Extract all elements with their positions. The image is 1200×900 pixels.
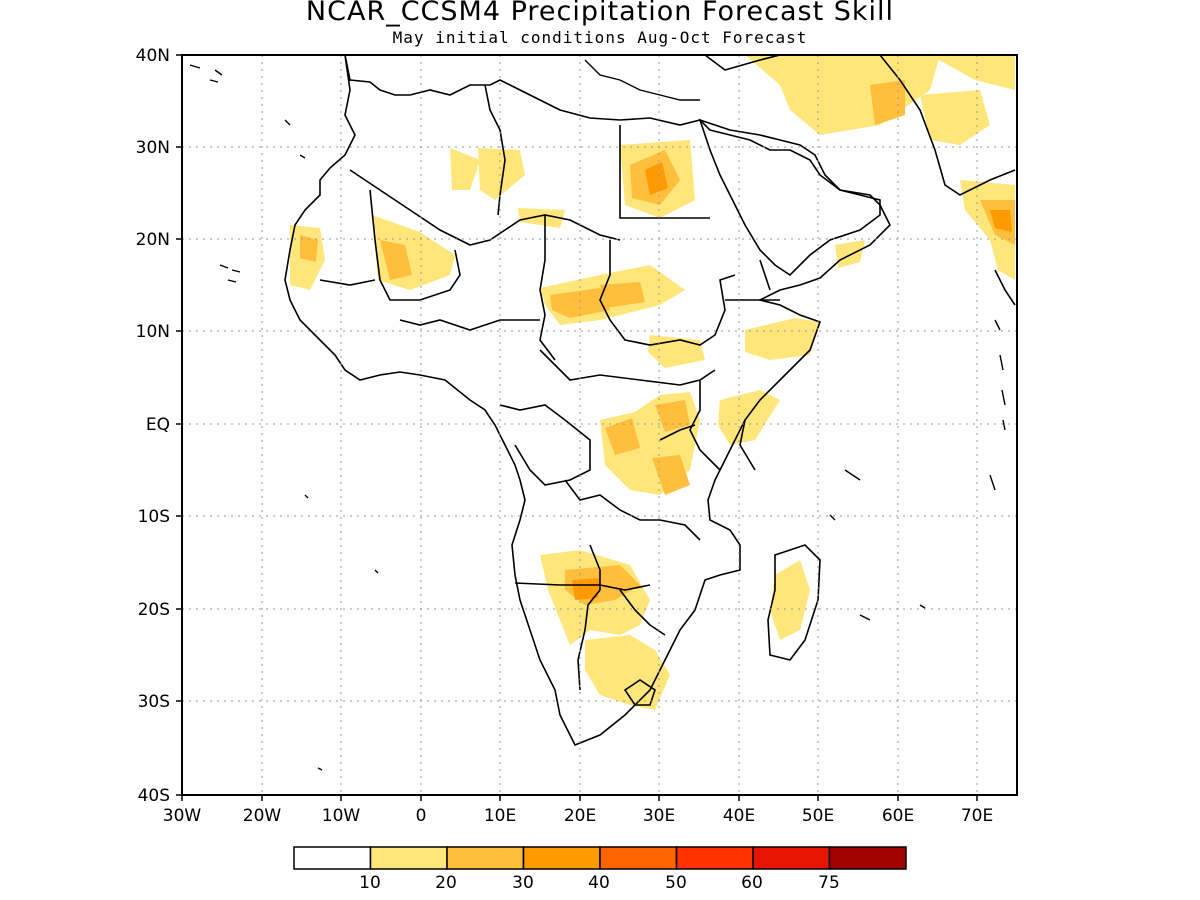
- tick-marks: [176, 54, 978, 801]
- skill-region: [745, 318, 820, 360]
- lat-tick-labels: 40N 30N 20N 10N EQ 10S 20S 30S 40S: [136, 46, 170, 806]
- lon-label: 10W: [322, 806, 361, 826]
- skill-region: [870, 80, 905, 125]
- colorbar: [293, 846, 907, 870]
- skill-region: [835, 240, 865, 268]
- lon-label: 30E: [643, 806, 675, 826]
- skill-region: [770, 560, 810, 640]
- skill-region: [652, 455, 690, 495]
- lat-label: 30S: [138, 692, 170, 712]
- skill-region: [645, 162, 668, 195]
- skill-region: [518, 208, 565, 228]
- lat-label: 20N: [136, 230, 170, 250]
- lon-label: 60E: [882, 806, 914, 826]
- lon-label: 20W: [243, 806, 282, 826]
- lon-label: 10E: [484, 806, 516, 826]
- skill-region: [655, 400, 690, 432]
- colorbar-label: 10: [359, 873, 381, 893]
- skill-shading: [290, 55, 1015, 710]
- colorbar-swatch: [446, 846, 525, 870]
- lat-label: 40S: [138, 786, 170, 806]
- colorbar-label: 50: [665, 873, 687, 893]
- lat-label: 10N: [136, 322, 170, 342]
- colorbar-label: 40: [588, 873, 610, 893]
- skill-region: [605, 418, 640, 455]
- skill-region: [380, 240, 412, 280]
- colorbar-swatch: [599, 846, 678, 870]
- skill-region: [478, 148, 525, 200]
- lat-label: 40N: [136, 46, 170, 66]
- lon-label: 50E: [802, 806, 834, 826]
- lon-label: 20E: [564, 806, 596, 826]
- gridlines: [182, 55, 1017, 795]
- colorbar-swatch: [293, 846, 372, 870]
- island-outlines: [189, 59, 1006, 771]
- colorbar-swatch: [828, 846, 907, 870]
- skill-region: [450, 148, 480, 190]
- lat-label: 30N: [136, 138, 170, 158]
- colorbar-labels: 10 20 30 40 50 60 75: [359, 873, 840, 893]
- colorbar-label: 75: [818, 873, 840, 893]
- map-title: NCAR_CCSM4 Precipitation Forecast Skill: [305, 0, 895, 27]
- lat-label: 20S: [138, 600, 170, 620]
- colorbar-label: 30: [512, 873, 534, 893]
- lon-label: 0: [416, 806, 427, 826]
- colorbar-swatch: [369, 846, 448, 870]
- colorbar-label: 20: [435, 873, 457, 893]
- lat-label: EQ: [146, 415, 170, 435]
- map-subtitle: May initial conditions Aug-Oct Forecast: [392, 28, 808, 47]
- skill-region: [572, 578, 600, 600]
- skill-region: [585, 635, 670, 710]
- skill-region: [930, 55, 1015, 90]
- lon-label: 70E: [961, 806, 993, 826]
- skill-region: [550, 288, 610, 318]
- lon-label: 40E: [723, 806, 755, 826]
- lon-label: 30W: [163, 806, 202, 826]
- colorbar-swatch: [752, 846, 831, 870]
- colorbar-label: 60: [741, 873, 763, 893]
- colorbar-swatch: [675, 846, 754, 870]
- lat-label: 10S: [138, 507, 170, 527]
- skill-region: [920, 90, 990, 145]
- skill-region: [300, 235, 318, 262]
- skill-region: [600, 282, 645, 308]
- map-frame: [181, 54, 1018, 796]
- skill-region: [718, 390, 780, 445]
- lon-tick-labels: 30W 20W 10W 0 10E 20E 30E 40E 50E 60E 70…: [163, 806, 993, 826]
- skill-region: [990, 210, 1012, 232]
- coastlines: [284, 54, 1016, 747]
- colorbar-swatch: [522, 846, 601, 870]
